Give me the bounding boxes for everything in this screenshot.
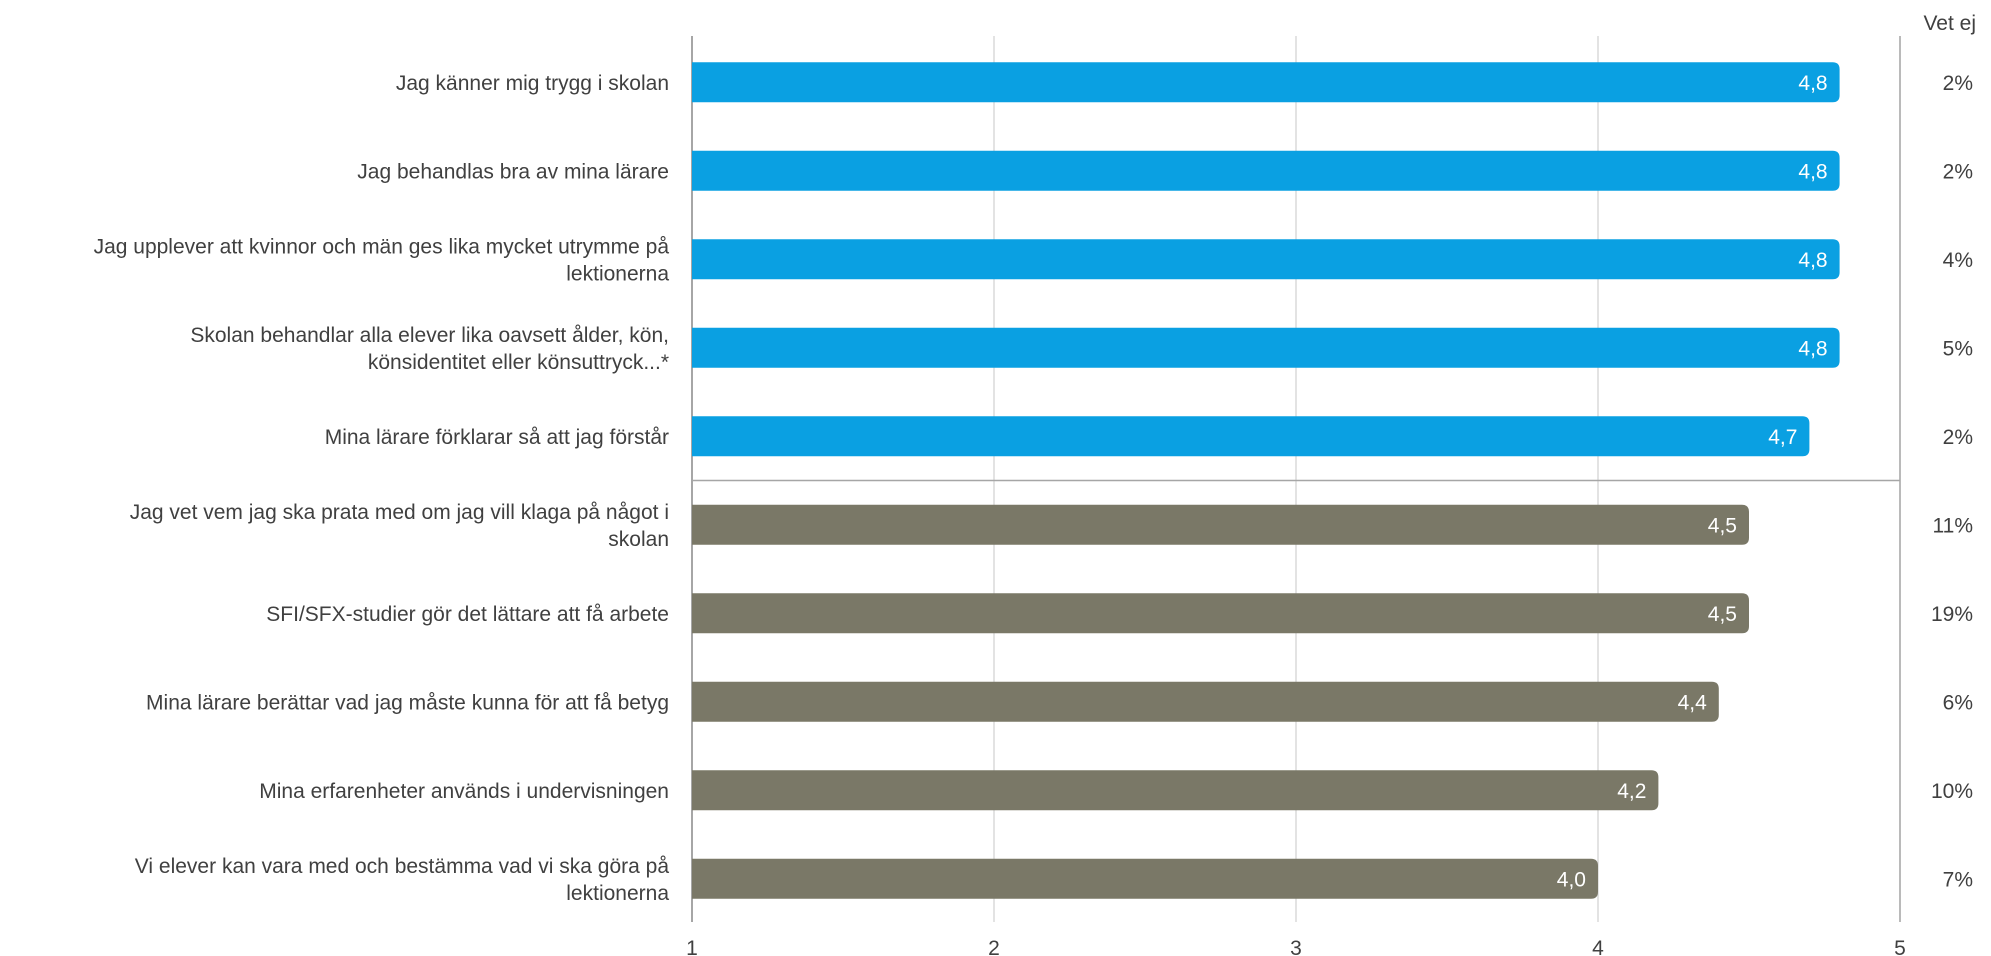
category-label: SFI/SFX-studier gör det lättare att få a…: [266, 603, 669, 626]
bar-value-label: 4,7: [1768, 426, 1797, 449]
vet-ej-value: 6%: [1943, 691, 1973, 714]
bar: [692, 62, 1840, 103]
vet-ej-value: 2%: [1943, 160, 1973, 183]
vet-ej-value: 7%: [1943, 868, 1973, 891]
bar: [692, 770, 1659, 811]
vet-ej-value: 2%: [1943, 72, 1973, 95]
vet-ej-value: 2%: [1943, 426, 1973, 449]
vet-ej-value: 10%: [1931, 780, 1973, 803]
category-label: Jag behandlas bra av mina lärare: [357, 160, 669, 183]
vet-ej-value: 5%: [1943, 337, 1973, 360]
bars: 4,8 4,8 4,8 4,8 4,7 4,5 4,5 4,4 4,2 4,0: [692, 62, 1840, 899]
category-label: Jag vet vem jag ska prata med om jag vil…: [130, 501, 669, 551]
x-tick-label: 5: [1894, 937, 1906, 956]
bar: [692, 681, 1719, 722]
vet-ej-value: 11%: [1933, 514, 1973, 537]
bar-value-label: 4,4: [1678, 691, 1708, 714]
category-label: Mina lärare förklarar så att jag förstår: [325, 426, 669, 449]
vet-ej-header: Vet ej: [1923, 12, 1976, 35]
vet-ej-value: 19%: [1931, 603, 1973, 626]
category-label: Jag känner mig trygg i skolan: [396, 72, 669, 95]
category-labels: Jag känner mig trygg i skolan Jag behandl…: [94, 72, 670, 905]
bar-value-label: 4,5: [1708, 603, 1737, 626]
category-label: Jag upplever att kvinnor och män ges lik…: [94, 235, 670, 285]
vet-ej-column: Vet ej 2% 2% 4% 5% 2% 11% 19% 6% 10% 7%: [1923, 12, 1976, 891]
category-label: Mina erfarenheter används i undervisning…: [259, 780, 669, 803]
x-tick-label: 2: [988, 937, 1000, 956]
bar-value-label: 4,8: [1798, 160, 1827, 183]
category-label: Mina lärare berättar vad jag måste kunna…: [146, 691, 669, 714]
bar-value-label: 4,8: [1798, 72, 1827, 95]
x-tick-label: 3: [1290, 937, 1302, 956]
bar: [692, 150, 1840, 191]
bar-value-label: 4,2: [1617, 780, 1646, 803]
bar-value-label: 4,0: [1557, 868, 1586, 891]
x-axis-ticks: 1 2 3 4 5: [686, 937, 1906, 956]
x-tick-label: 4: [1592, 937, 1604, 956]
bar-value-label: 4,8: [1798, 249, 1827, 272]
bar: [692, 858, 1598, 899]
bar-value-label: 4,5: [1708, 514, 1737, 537]
x-tick-label: 1: [686, 937, 698, 956]
bar: [692, 504, 1749, 545]
bar: [692, 593, 1749, 634]
bar: [692, 239, 1840, 280]
bar-value-label: 4,8: [1798, 337, 1827, 360]
bar: [692, 416, 1810, 457]
vet-ej-value: 4%: [1943, 249, 1973, 272]
category-label: Vi elever kan vara med och bestämma vad …: [135, 855, 670, 905]
category-label: Skolan behandlar alla elever lika oavset…: [190, 324, 669, 374]
bar: [692, 327, 1840, 368]
